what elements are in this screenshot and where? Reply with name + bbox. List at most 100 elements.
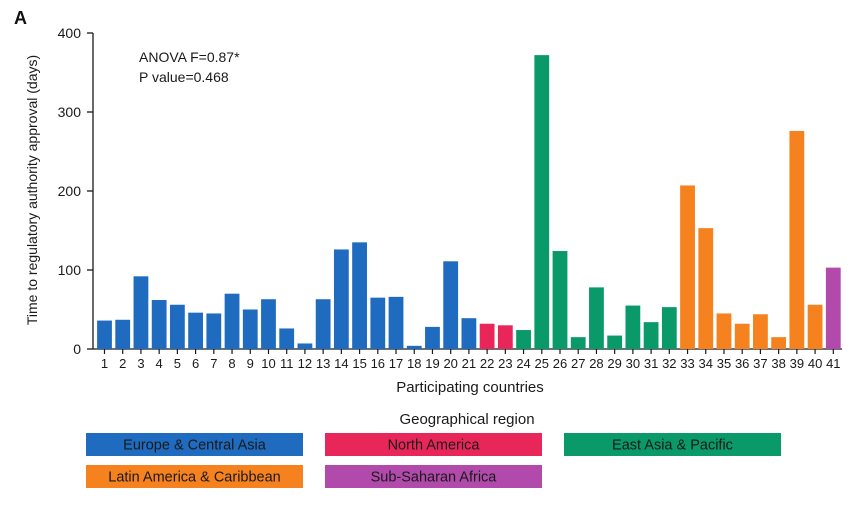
x-tick-label: 29 bbox=[607, 356, 621, 371]
bar bbox=[333, 249, 349, 349]
anova-annotation: ANOVA F=0.87* bbox=[139, 49, 240, 65]
x-tick-label: 37 bbox=[753, 356, 767, 371]
bar bbox=[753, 314, 768, 349]
x-axis-label: Participating countries bbox=[396, 379, 544, 396]
y-tick-label: 300 bbox=[58, 104, 82, 120]
x-tick-label: 40 bbox=[808, 356, 822, 371]
bar bbox=[479, 323, 495, 349]
x-tick-label: 26 bbox=[553, 356, 567, 371]
bar bbox=[242, 309, 258, 349]
y-tick-label: 200 bbox=[58, 183, 82, 199]
bar bbox=[133, 276, 149, 349]
bars-group bbox=[97, 55, 841, 350]
legend-label: East Asia & Pacific bbox=[612, 438, 733, 454]
x-tick-label: 1 bbox=[101, 356, 108, 371]
legend-label: Europe & Central Asia bbox=[123, 438, 267, 454]
x-tick-label: 24 bbox=[516, 356, 530, 371]
bar bbox=[352, 242, 367, 349]
x-tick-label: 6 bbox=[192, 356, 199, 371]
bar bbox=[789, 130, 805, 349]
bar bbox=[461, 318, 477, 349]
x-tick-label: 18 bbox=[407, 356, 421, 371]
x-tick-label: 41 bbox=[826, 356, 840, 371]
bar bbox=[370, 297, 386, 349]
bar bbox=[151, 300, 167, 349]
bar bbox=[607, 335, 623, 349]
x-tick-label: 39 bbox=[790, 356, 804, 371]
y-tick-label: 100 bbox=[58, 262, 82, 278]
y-axis-label: Time to regulatory authority approval (d… bbox=[24, 55, 40, 325]
x-tick-label: 22 bbox=[480, 356, 494, 371]
bar bbox=[716, 313, 732, 349]
bar bbox=[643, 322, 659, 349]
y-axis: 0 100 200 300 400 bbox=[58, 25, 94, 357]
y-tick-label: 0 bbox=[73, 341, 81, 357]
x-tick-label: 38 bbox=[771, 356, 785, 371]
x-tick-label: 7 bbox=[210, 356, 217, 371]
bar bbox=[734, 323, 750, 349]
x-tick-label: 17 bbox=[389, 356, 403, 371]
x-tick-label: 16 bbox=[371, 356, 385, 371]
x-tick-label: 25 bbox=[535, 356, 549, 371]
bar bbox=[97, 320, 112, 349]
bar bbox=[807, 304, 823, 349]
x-tick-label: 31 bbox=[644, 356, 658, 371]
bar bbox=[169, 304, 185, 349]
x-tick-label: 14 bbox=[334, 356, 348, 371]
bar bbox=[680, 185, 695, 349]
bar bbox=[625, 305, 641, 349]
bar bbox=[698, 228, 714, 349]
x-tick-label: 30 bbox=[626, 356, 640, 371]
legend-label: North America bbox=[388, 438, 481, 454]
bar bbox=[224, 293, 240, 349]
x-tick-label: 9 bbox=[247, 356, 254, 371]
bar bbox=[206, 313, 222, 349]
bar bbox=[534, 55, 550, 350]
x-tick-label: 21 bbox=[462, 356, 476, 371]
legend-swatch bbox=[86, 433, 303, 456]
legend-swatch bbox=[325, 433, 542, 456]
legend-label: Latin America & Caribbean bbox=[108, 470, 281, 486]
x-tick-label: 28 bbox=[589, 356, 603, 371]
legend-swatch bbox=[325, 465, 542, 488]
x-tick-label: 12 bbox=[298, 356, 312, 371]
x-tick-label: 20 bbox=[443, 356, 457, 371]
bar bbox=[443, 261, 459, 349]
x-tick-label: 32 bbox=[662, 356, 676, 371]
bar bbox=[279, 328, 295, 349]
bar bbox=[497, 325, 513, 349]
legend: Europe & Central Asia North America East A… bbox=[86, 433, 781, 488]
x-tick-label: 2 bbox=[119, 356, 126, 371]
bar bbox=[825, 267, 841, 349]
bar bbox=[425, 326, 440, 349]
bar bbox=[188, 312, 203, 349]
bar bbox=[297, 343, 313, 349]
x-tick-label: 10 bbox=[261, 356, 275, 371]
panel-label: A bbox=[14, 8, 27, 28]
x-tick-label: 35 bbox=[717, 356, 731, 371]
x-axis: 1 2 3 4 5 6 7 8 9 10 11 12 13 14 15 16 17 18 19 20 21 22 23 24 2… bbox=[93, 348, 842, 371]
x-tick-label: 34 bbox=[699, 356, 713, 371]
legend-label: Sub-Saharan Africa bbox=[371, 470, 498, 486]
bar bbox=[552, 251, 568, 349]
bar bbox=[315, 299, 331, 349]
x-tick-label: 27 bbox=[571, 356, 585, 371]
x-tick-label: 15 bbox=[352, 356, 366, 371]
bar bbox=[406, 345, 422, 349]
p-value-annotation: P value=0.468 bbox=[139, 69, 229, 85]
legend-title: Geographical region bbox=[399, 411, 534, 428]
bar bbox=[115, 319, 131, 349]
bar bbox=[589, 287, 604, 349]
bar bbox=[570, 337, 586, 349]
bar bbox=[771, 337, 787, 349]
y-tick-label: 400 bbox=[58, 25, 82, 41]
x-tick-label: 8 bbox=[228, 356, 235, 371]
bar bbox=[516, 330, 531, 349]
x-tick-label: 5 bbox=[174, 356, 181, 371]
x-tick-label: 19 bbox=[425, 356, 439, 371]
legend-swatch bbox=[564, 433, 781, 456]
x-tick-label: 3 bbox=[137, 356, 144, 371]
x-tick-label: 11 bbox=[280, 356, 294, 371]
x-tick-label: 23 bbox=[498, 356, 512, 371]
